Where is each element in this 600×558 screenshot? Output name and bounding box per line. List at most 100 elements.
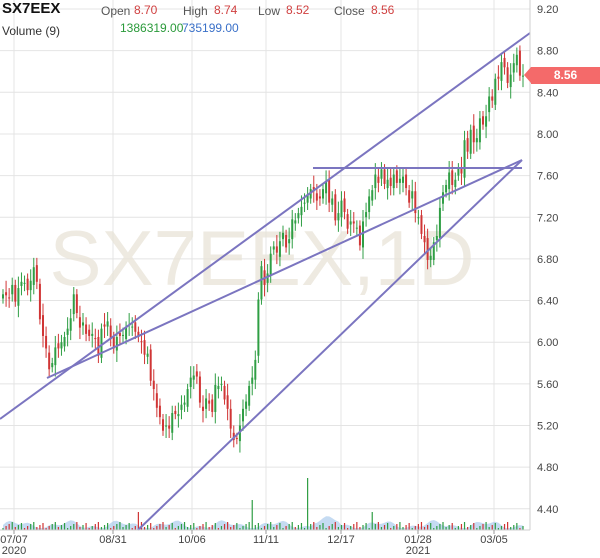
candle-body [482,116,484,125]
volume-bar [70,526,72,530]
candle-body [346,214,349,229]
volume-bar [297,525,299,530]
candlesticks [2,45,524,453]
price-tick-label: 8.80 [537,46,558,58]
candle-body [192,375,195,380]
candle-body [506,67,509,83]
volume-bar [519,528,521,530]
volume-bar [322,523,324,530]
candle-body [174,410,177,415]
volume-bar [439,524,441,530]
candle-body [402,176,404,183]
trendlines[interactable] [0,32,531,531]
candle-body [491,96,494,101]
volume-bar [143,527,146,530]
candle-body [8,297,11,299]
date-tick-label: 03/05 [480,534,508,546]
volume-bar [242,526,244,530]
candle-body [466,138,469,152]
volume-value: 1386319.00 [120,21,184,35]
candle-body [103,324,106,327]
price-axis[interactable]: 4.40 4.80 5.20 5.60 6.00 6.40 6.80 7.20 7.60 8.00… [529,0,558,530]
candle-body [32,267,35,285]
candle-body [205,398,208,409]
candle-body [42,315,44,336]
volume-bar [482,524,484,530]
candle-body [518,50,521,76]
candle-body [469,129,472,154]
price-tick-label: 8.40 [537,87,558,99]
volume-bar [396,524,398,530]
close-label: Close [334,4,365,18]
candle-body [195,371,198,377]
volume-bar [310,524,312,530]
volume-bar [11,522,13,530]
volume-bar [17,525,19,530]
candle-body [488,96,491,113]
volume-bar [503,524,506,530]
volume-bar [507,522,509,530]
volume-bar [30,524,32,530]
candle-body [472,125,475,143]
volume-bar [48,526,50,530]
volume-bar [285,526,287,530]
volume-bar [119,522,121,530]
candle-body [143,340,146,355]
volume-label: Volume (9) [2,24,61,38]
volume-bar [454,528,456,530]
candle-body [66,328,69,335]
candle-body [251,377,254,384]
volume-bar [45,528,47,530]
volume-bar [14,527,16,530]
volume-bar [334,522,336,530]
volume-bar [162,522,164,530]
candle-body [334,194,337,221]
volume-bar [485,522,487,530]
candle-body [291,219,294,240]
candle-body [211,399,214,412]
volume-bar [91,526,93,530]
candle-body [248,385,251,406]
high-label: High [183,4,208,18]
chart-grid [0,0,530,530]
candle-body [72,294,75,315]
volume-bar [263,526,266,530]
candle-body [494,78,497,105]
volume-bar [383,525,386,530]
candle-body [69,318,72,331]
volume-bar [107,523,109,530]
date-tick-label: 08/31 [99,534,127,546]
volume-bar [230,527,232,530]
candle-body [515,54,518,66]
candle-body [162,419,164,431]
volume-bar [27,526,29,530]
candle-body [460,168,463,174]
volume-bar [267,524,269,530]
price-tick-label: 7.20 [537,212,558,224]
candle-body [485,116,488,127]
volume-bar [362,525,364,530]
date-tick-label: 11/11 [253,534,279,546]
candle-body [306,194,309,203]
candle-body [352,221,355,224]
volume-bar [54,522,56,530]
volume-bar [500,526,503,530]
candle-body [115,336,118,351]
price-tick-label: 4.80 [537,462,558,474]
candle-body [368,196,371,213]
volume-bar [510,527,512,530]
volume-bar [390,528,392,530]
volume-bar [451,523,453,530]
volume-bar [73,524,75,530]
volume-bar [377,522,379,530]
candle-body [260,266,263,300]
volume-bar [180,524,183,530]
candle-body [137,331,140,337]
volume-bar [171,523,173,530]
volume-bar [2,528,4,530]
candle-body [131,326,134,328]
candle-body [2,294,4,299]
candle-body [420,215,423,234]
